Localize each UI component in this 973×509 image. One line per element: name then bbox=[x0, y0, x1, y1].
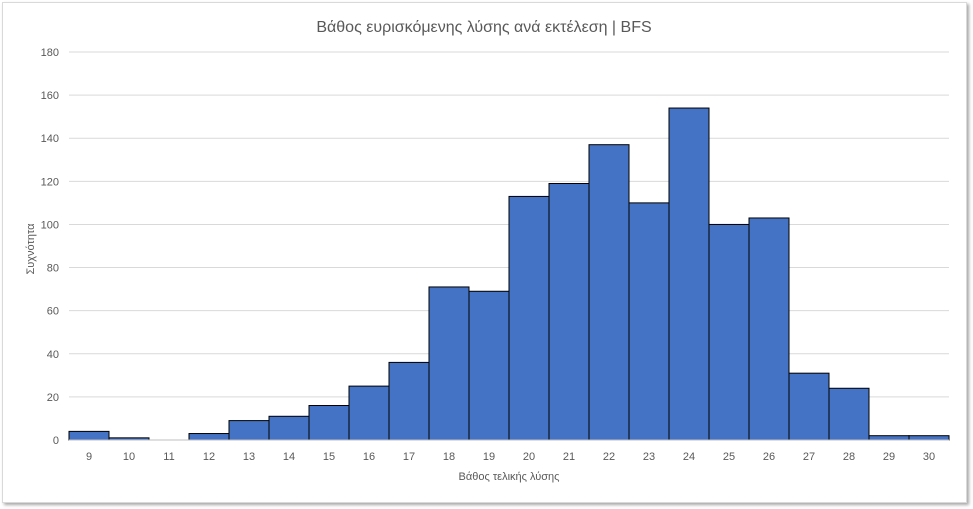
y-tick-label: 140 bbox=[41, 133, 59, 145]
x-tick-label: 28 bbox=[843, 451, 855, 463]
bar-18 bbox=[428, 286, 470, 441]
x-tick-label: 23 bbox=[643, 451, 655, 463]
y-tick-label: 40 bbox=[47, 349, 59, 361]
bar-27 bbox=[788, 372, 830, 441]
bar-20 bbox=[508, 195, 550, 441]
x-tick-label: 21 bbox=[563, 451, 575, 463]
x-tick-label: 15 bbox=[323, 451, 335, 463]
chart-container: Βάθος ευρισκόμενης λύσης ανά εκτέλεση | … bbox=[2, 2, 967, 503]
x-tick-label: 22 bbox=[603, 451, 615, 463]
bar-21 bbox=[548, 182, 590, 441]
x-tick-label: 16 bbox=[363, 451, 375, 463]
bar-29 bbox=[868, 435, 910, 441]
bar-26 bbox=[748, 217, 790, 441]
bar-28 bbox=[828, 387, 870, 441]
y-axis-ticks: 0 20 40 60 80 100 120 140 160 180 bbox=[41, 47, 59, 447]
x-tick-label: 18 bbox=[443, 451, 455, 463]
bar-22 bbox=[588, 144, 630, 441]
y-tick-label: 120 bbox=[41, 176, 59, 188]
histogram-chart: Βάθος ευρισκόμενης λύσης ανά εκτέλεση | … bbox=[25, 19, 950, 483]
bar-15 bbox=[308, 405, 350, 441]
y-tick-label: 100 bbox=[41, 219, 59, 231]
bar-12 bbox=[188, 433, 230, 441]
bar-16 bbox=[348, 385, 390, 441]
x-tick-label: 12 bbox=[203, 451, 215, 463]
x-tick-label: 29 bbox=[883, 451, 895, 463]
y-tick-label: 20 bbox=[47, 392, 59, 404]
x-tick-label: 25 bbox=[723, 451, 735, 463]
bar-14 bbox=[268, 415, 310, 441]
x-tick-label: 9 bbox=[86, 451, 92, 463]
x-tick-label: 26 bbox=[763, 451, 775, 463]
bar-25 bbox=[708, 223, 750, 441]
bar-9 bbox=[68, 430, 110, 441]
x-tick-label: 14 bbox=[283, 451, 295, 463]
x-tick-label: 30 bbox=[923, 451, 935, 463]
bar-17 bbox=[388, 361, 430, 441]
x-tick-label: 27 bbox=[803, 451, 815, 463]
bar-30 bbox=[908, 435, 950, 441]
y-axis-label: Συχνότητα bbox=[25, 223, 37, 275]
x-tick-label: 11 bbox=[163, 451, 174, 463]
x-tick-label: 17 bbox=[403, 451, 415, 463]
bar-23 bbox=[628, 202, 670, 441]
bar-13 bbox=[228, 420, 270, 441]
bars bbox=[68, 107, 950, 441]
x-tick-label: 13 bbox=[243, 451, 255, 463]
y-tick-label: 180 bbox=[41, 47, 59, 59]
x-tick-label: 24 bbox=[683, 451, 695, 463]
bar-24 bbox=[668, 107, 710, 441]
bar-19 bbox=[468, 290, 510, 441]
y-tick-label: 60 bbox=[47, 306, 59, 318]
x-axis-ticks: 9 10 11 12 13 14 15 16 17 18 19 20 21 22 23 24 25 26 27 28 2… bbox=[86, 451, 935, 463]
y-tick-label: 0 bbox=[53, 435, 59, 447]
x-axis-label: Βάθος τελικής λύσης bbox=[459, 471, 560, 483]
x-tick-label: 19 bbox=[483, 451, 495, 463]
y-tick-label: 160 bbox=[41, 90, 59, 102]
y-tick-label: 80 bbox=[47, 263, 59, 275]
x-tick-label: 10 bbox=[123, 451, 135, 463]
x-tick-label: 20 bbox=[523, 451, 535, 463]
chart-title: Βάθος ευρισκόμενης λύσης ανά εκτέλεση | … bbox=[316, 19, 651, 36]
